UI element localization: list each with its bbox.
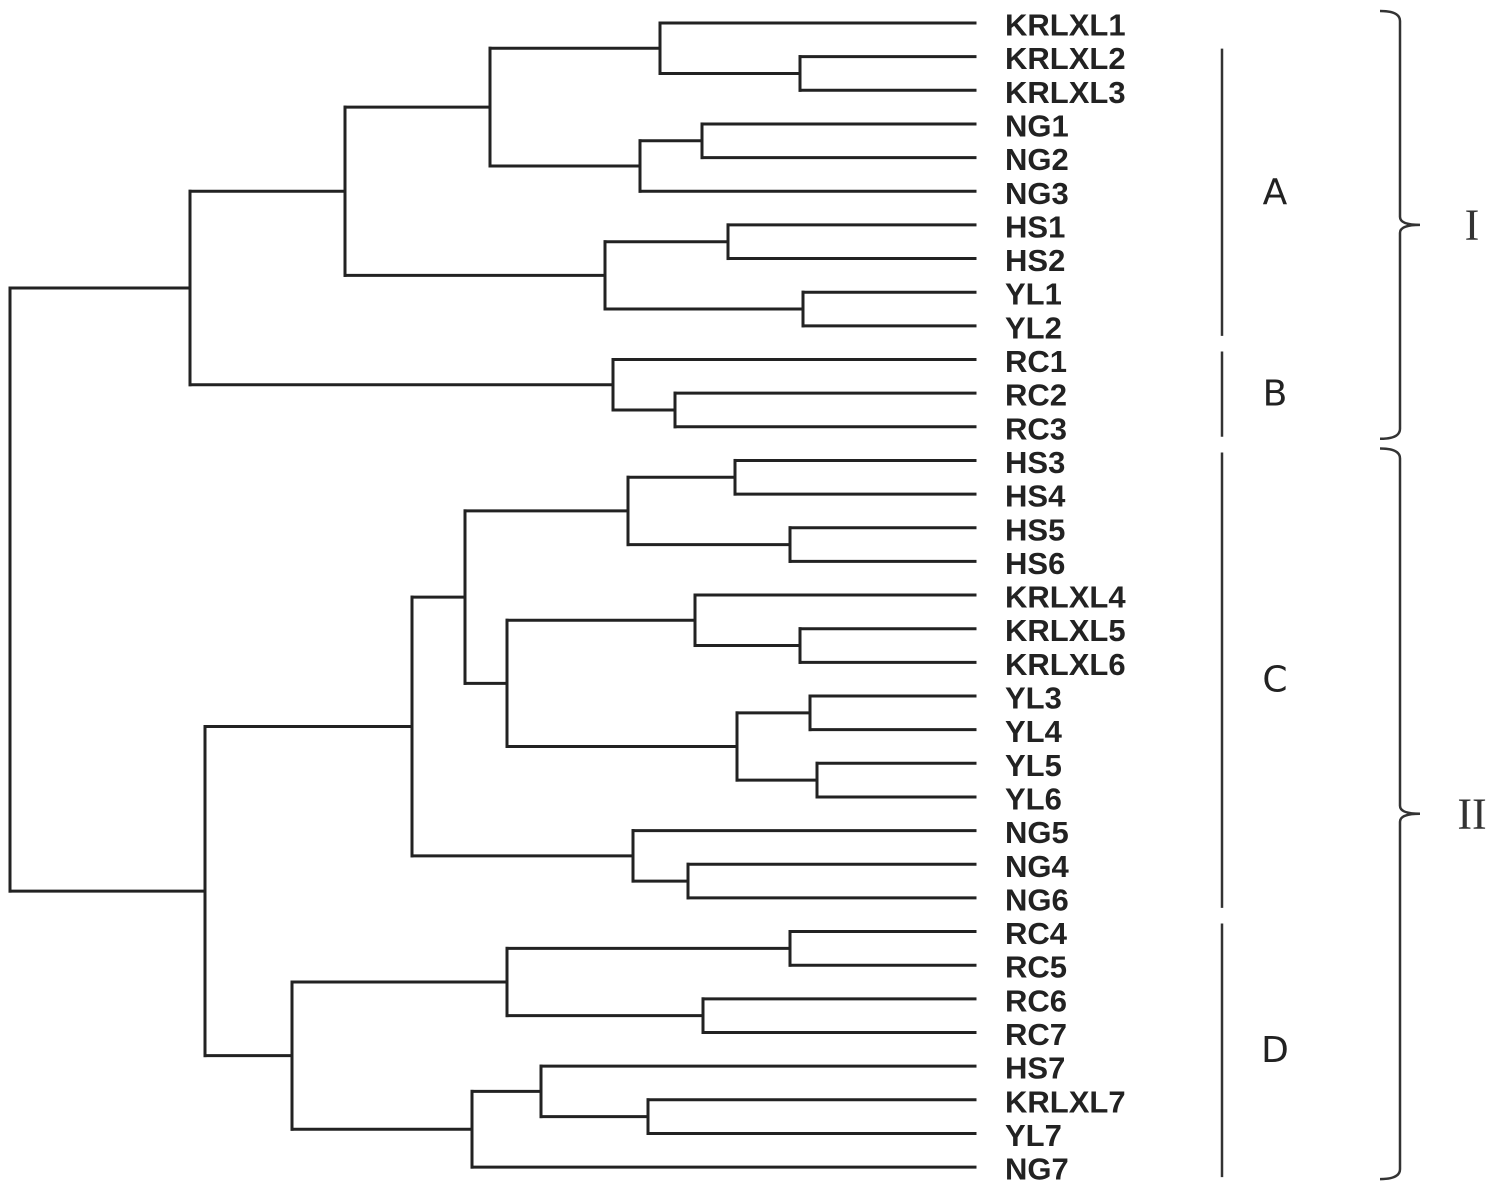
leaf-label-rc4: RC4 [1005, 916, 1068, 951]
leaf-label-hs2: HS2 [1005, 243, 1065, 278]
leaf-labels: KRLXL1KRLXL2KRLXL3NG1NG2NG3HS1HS2YL1YL2R… [1005, 8, 1126, 1187]
leaf-label-yl6: YL6 [1005, 781, 1062, 816]
group-label-c: C [1262, 660, 1287, 701]
leaf-label-rc2: RC2 [1005, 378, 1067, 413]
leaf-label-yl5: YL5 [1005, 748, 1062, 783]
group-label-a: A [1263, 172, 1288, 213]
leaf-label-rc7: RC7 [1005, 1017, 1067, 1052]
cluster-bracket-ii [1379, 447, 1421, 1181]
leaf-label-ng4: NG4 [1005, 849, 1070, 884]
cluster-annotations: III [1379, 9, 1487, 1181]
leaf-label-krlxl2: KRLXL2 [1005, 41, 1126, 76]
group-annotations: A B C D [1220, 48, 1289, 1178]
leaf-label-ng6: NG6 [1005, 882, 1069, 917]
cluster-bracket-i [1379, 9, 1421, 441]
leaf-label-yl4: YL4 [1005, 714, 1063, 749]
leaf-label-hs4: HS4 [1005, 479, 1066, 514]
leaf-label-rc6: RC6 [1005, 983, 1067, 1018]
leaf-label-yl3: YL3 [1005, 681, 1062, 716]
leaf-label-krlxl3: KRLXL3 [1005, 75, 1126, 110]
leaf-label-hs6: HS6 [1005, 546, 1065, 581]
leaf-label-krlxl1: KRLXL1 [1005, 8, 1126, 43]
leaf-label-rc3: RC3 [1005, 411, 1067, 446]
leaf-label-krlxl4: KRLXL4 [1005, 580, 1126, 615]
leaf-label-krlxl6: KRLXL6 [1005, 647, 1126, 682]
leaf-label-ng3: NG3 [1005, 176, 1069, 211]
leaf-label-hs5: HS5 [1005, 512, 1065, 547]
leaf-label-hs7: HS7 [1005, 1051, 1065, 1086]
cluster-label-ii: II [1457, 789, 1486, 838]
leaf-label-rc5: RC5 [1005, 950, 1067, 985]
leaf-label-yl2: YL2 [1005, 310, 1062, 345]
dendrogram-branches [8, 21, 977, 1169]
leaf-label-ng1: NG1 [1005, 108, 1069, 143]
leaf-label-hs3: HS3 [1005, 445, 1065, 480]
leaf-label-yl7: YL7 [1005, 1118, 1062, 1153]
leaf-label-krlxl5: KRLXL5 [1005, 613, 1126, 648]
group-label-b: B [1263, 374, 1288, 415]
cluster-label-i: I [1465, 200, 1480, 249]
group-label-d: D [1261, 1030, 1289, 1071]
leaf-label-rc1: RC1 [1005, 344, 1067, 379]
leaf-label-krlxl7: KRLXL7 [1005, 1084, 1126, 1119]
leaf-label-hs1: HS1 [1005, 209, 1065, 244]
leaf-label-ng5: NG5 [1005, 815, 1069, 850]
leaf-label-yl1: YL1 [1005, 277, 1062, 312]
leaf-label-ng2: NG2 [1005, 142, 1069, 177]
leaf-label-ng7: NG7 [1005, 1152, 1069, 1187]
